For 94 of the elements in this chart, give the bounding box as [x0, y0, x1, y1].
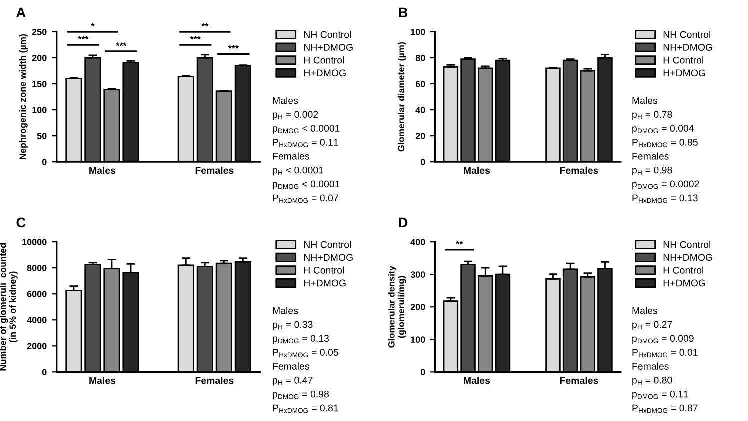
legend-label: NH+DMOG — [304, 254, 353, 262]
y-axis-title: Nephrogenic zone width (µm) — [19, 34, 28, 160]
text: p$_{H}$ = 0.98 — [632, 166, 672, 176]
y-tick-label: 50 — [37, 133, 47, 140]
text: * — [91, 23, 95, 27]
y-axis-title: Glomerular diameter (µm) — [398, 42, 406, 152]
y-tick-label: 200 — [410, 304, 426, 310]
text: p$_{DMOG}$ = 0.004 — [632, 125, 694, 134]
text: Females — [273, 152, 310, 160]
y-tick-label: 60 — [416, 81, 426, 88]
y-axis-title: Number of glomeruli counted (in 5% of kidney) — [0, 244, 18, 371]
text: p$_{DMOG}$ = 0.11 — [632, 390, 688, 400]
text: P$_{HxDMOG}$ = 0.05 — [273, 349, 338, 358]
chart-title: C — [16, 218, 26, 228]
y-tick-label: 4000 — [27, 317, 47, 324]
legend-label: NH Control — [664, 31, 711, 38]
y-tick-label: 100 — [411, 28, 426, 36]
y-tick-label: 300 — [410, 272, 426, 278]
y-tick-label: 200 — [32, 54, 47, 62]
y-tick-label: 40 — [416, 107, 426, 114]
y-tick-label: 0 — [420, 369, 426, 376]
text: Males — [632, 97, 658, 104]
text: p$_{DMOG}$ = 0.009 — [632, 335, 694, 344]
x-tick-label: Males — [464, 166, 490, 174]
y-tick-label: 100 — [411, 336, 426, 343]
legend-label: NH+DMOG — [304, 44, 353, 51]
text: P$_{HxDMOG}$ = 0.11 — [273, 139, 338, 148]
text: p$_{H}$ = 0.33 — [273, 321, 313, 330]
legend-label: NH Control — [664, 241, 711, 248]
y-tick-label: 0 — [42, 159, 47, 166]
text: p$_{DMOG}$ = 0.13 — [273, 335, 330, 344]
legend-label: NH+DMOG — [664, 254, 712, 262]
text: Males — [273, 97, 298, 104]
text: P$_{HxDMOG}$ = 0.01 — [632, 349, 698, 358]
x-tick-label: Females — [560, 377, 598, 384]
y-tick-label: 400 — [410, 239, 426, 246]
x-tick-label: Males — [90, 166, 116, 174]
text: P$_{HxDMOG}$ = 0.81 — [273, 404, 338, 414]
text: P$_{HxDMOG}$ = 0.87 — [632, 404, 698, 414]
legend-label: NH+DMOG — [664, 44, 712, 51]
legend-label: H+DMOG — [664, 70, 706, 77]
text: p$_{DMOG}$ = 0.98 — [273, 390, 330, 400]
legend-label: H+DMOG — [304, 280, 346, 287]
text: Females — [273, 362, 310, 370]
text: p$_{DMOG}$ = 0.0002 — [632, 180, 700, 190]
y-tick-label: 150 — [32, 81, 47, 88]
y-tick-label: 2000 — [27, 343, 47, 350]
chart-title: D — [399, 218, 408, 228]
annotation: *** — [116, 42, 127, 46]
text: p$_{H}$ = 0.47 — [273, 376, 313, 386]
x-tick-label: Males — [90, 377, 116, 384]
x-tick-label: Females — [196, 166, 234, 174]
legend-label: H Control — [664, 266, 704, 274]
text: p$_{H}$ = 0.80 — [632, 376, 672, 386]
annotation: *** — [78, 36, 89, 40]
text: ** — [202, 23, 209, 27]
y-tick-label: 100 — [32, 107, 47, 114]
y-tick-label: 20 — [416, 133, 426, 140]
text: p$_{H}$ = 0.78 — [632, 111, 672, 120]
legend-label: NH Control — [304, 31, 352, 38]
text: Males — [632, 307, 658, 314]
x-tick-label: Males — [464, 377, 490, 384]
text: p$_{H}$ < 0.0001 — [273, 166, 324, 176]
y-tick-label: 8000 — [27, 265, 47, 272]
annotation: ** — [456, 241, 464, 245]
text: Females — [632, 152, 669, 160]
text: P$_{HxDMOG}$ = 0.85 — [632, 139, 698, 148]
x-tick-label: Females — [196, 377, 234, 384]
y-tick-label: 10000 — [22, 239, 47, 246]
x-tick-label: Females — [560, 166, 598, 174]
y-tick-label: 6000 — [27, 291, 47, 298]
legend-label: H Control — [304, 56, 344, 64]
y-axis-title: Glomerular density (glomeruli/mg) — [388, 266, 406, 348]
chart-title: B — [399, 8, 408, 18]
y-tick-label: 0 — [42, 369, 47, 376]
text: Females — [632, 362, 669, 370]
y-tick-label: 250 — [32, 28, 47, 36]
text: p$_{DMOG}$ < 0.0001 — [273, 180, 340, 190]
text: Males — [273, 307, 298, 314]
text: P$_{HxDMOG}$ = 0.07 — [273, 194, 338, 204]
text: p$_{H}$ = 0.27 — [632, 321, 672, 330]
text: p$_{DMOG}$ < 0.0001 — [273, 125, 340, 134]
text: p$_{H}$ = 0.002 — [273, 111, 318, 120]
legend-label: H+DMOG — [304, 70, 346, 77]
legend-label: H Control — [304, 266, 344, 274]
annotation: *** — [190, 36, 201, 40]
legend-label: H Control — [664, 56, 704, 64]
y-tick-label: 80 — [416, 54, 426, 62]
chart-title: A — [16, 8, 26, 18]
y-tick-label: 0 — [420, 159, 426, 166]
legend-label: H+DMOG — [664, 280, 706, 287]
legend-label: NH Control — [304, 241, 352, 248]
annotation: *** — [228, 45, 239, 49]
text: P$_{HxDMOG}$ = 0.13 — [632, 194, 698, 204]
